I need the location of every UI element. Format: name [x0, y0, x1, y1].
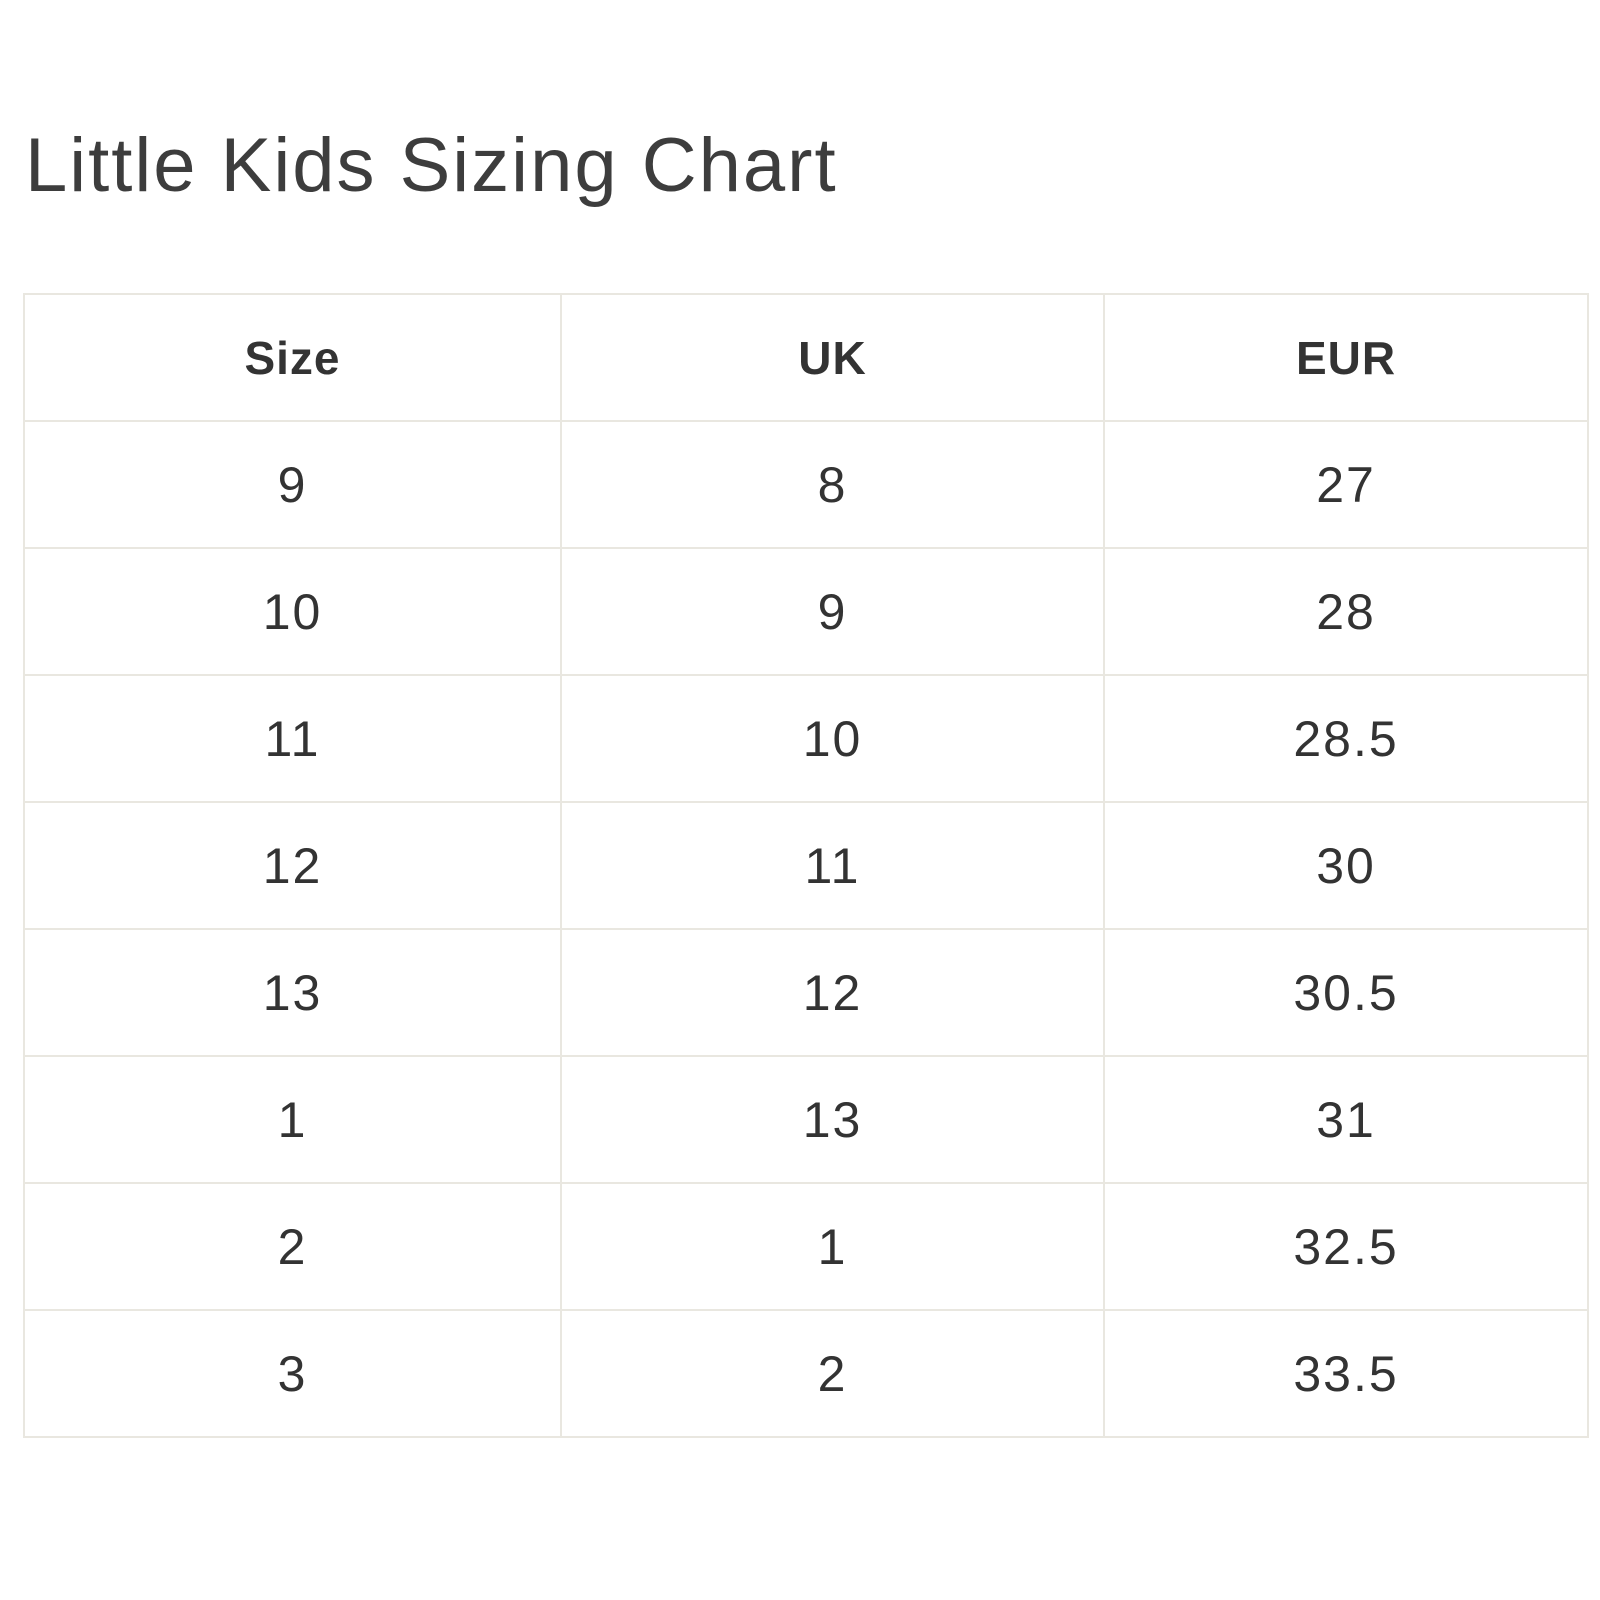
eur-cell: 30	[1103, 801, 1589, 930]
size-cell: 2	[23, 1182, 562, 1311]
eur-cell: 28.5	[1103, 674, 1589, 803]
table-row: 1 13 31	[23, 1055, 1589, 1184]
size-cell: 10	[23, 547, 562, 676]
size-cell: 9	[23, 420, 562, 549]
table-row: 10 9 28	[23, 547, 1589, 676]
uk-cell: 8	[560, 420, 1105, 549]
size-cell: 13	[23, 928, 562, 1057]
eur-cell: 31	[1103, 1055, 1589, 1184]
uk-cell: 12	[560, 928, 1105, 1057]
table-row: 9 8 27	[23, 420, 1589, 549]
page-title: Little Kids Sizing Chart	[25, 123, 838, 208]
eur-cell: 30.5	[1103, 928, 1589, 1057]
size-cell: 11	[23, 674, 562, 803]
uk-cell: 13	[560, 1055, 1105, 1184]
uk-cell: 10	[560, 674, 1105, 803]
uk-cell: 2	[560, 1309, 1105, 1438]
size-cell: 12	[23, 801, 562, 930]
table-row: 3 2 33.5	[23, 1309, 1589, 1438]
sizing-chart-table: Size UK EUR 9 8 27 10 9 28 11 10 28.5 12…	[23, 293, 1589, 1438]
table-row: 2 1 32.5	[23, 1182, 1589, 1311]
header-cell-eur: EUR	[1103, 293, 1589, 422]
size-cell: 1	[23, 1055, 562, 1184]
eur-cell: 27	[1103, 420, 1589, 549]
table-row: 12 11 30	[23, 801, 1589, 930]
uk-cell: 9	[560, 547, 1105, 676]
header-cell-size: Size	[23, 293, 562, 422]
eur-cell: 32.5	[1103, 1182, 1589, 1311]
header-cell-uk: UK	[560, 293, 1105, 422]
uk-cell: 1	[560, 1182, 1105, 1311]
table-row: 11 10 28.5	[23, 674, 1589, 803]
table-row: 13 12 30.5	[23, 928, 1589, 1057]
uk-cell: 11	[560, 801, 1105, 930]
size-cell: 3	[23, 1309, 562, 1438]
header-row: Size UK EUR	[23, 293, 1589, 422]
eur-cell: 33.5	[1103, 1309, 1589, 1438]
eur-cell: 28	[1103, 547, 1589, 676]
